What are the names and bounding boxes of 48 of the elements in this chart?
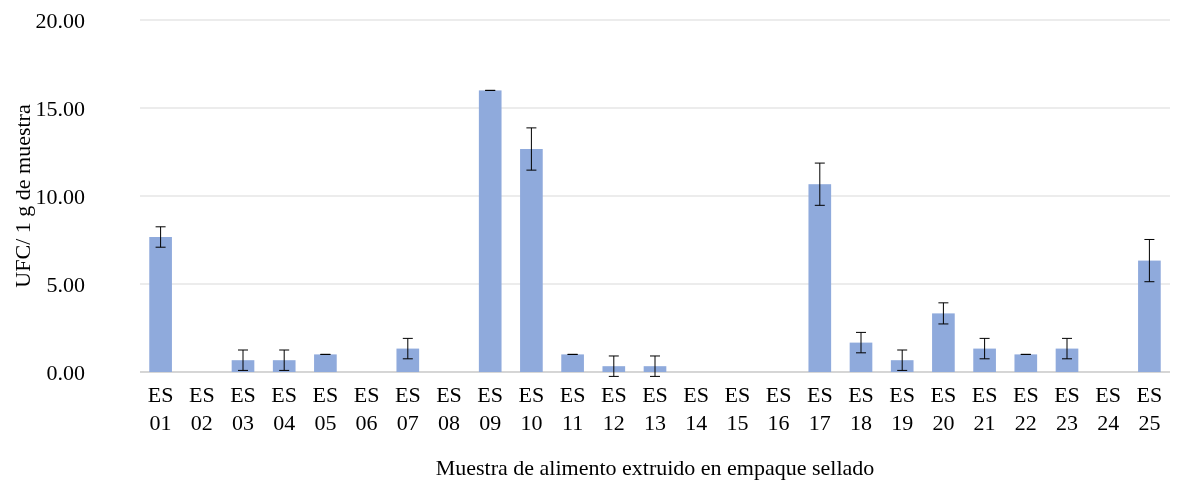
bar [478, 90, 502, 372]
x-tick-label: ES 08 [436, 382, 462, 435]
x-tick-label: ES 18 [848, 382, 874, 435]
bar [1055, 348, 1079, 372]
bar [890, 360, 914, 372]
bar [1014, 354, 1038, 372]
x-tick-label: ES 20 [930, 382, 957, 435]
x-tick-label: ES 17 [806, 382, 833, 435]
bar [561, 354, 584, 372]
x-tick-label: ES 23 [1054, 382, 1080, 435]
x-axis-title: Muestra de alimento extruido en empaque sellado [435, 455, 875, 480]
y-tick-label: 10.00 [35, 183, 85, 209]
x-tick-label: ES 24 [1095, 382, 1122, 435]
x-tick-label: ES 15 [724, 382, 751, 435]
bar [808, 184, 832, 372]
bar [396, 348, 420, 372]
x-tick-label: ES 10 [518, 382, 545, 435]
bar [932, 313, 955, 372]
x-tick-label: ES 14 [683, 382, 710, 435]
x-tick-label: ES 04 [271, 382, 298, 435]
x-tick-label: ES 21 [971, 382, 998, 435]
x-tick-label: ES 06 [353, 382, 380, 435]
bar [149, 237, 172, 372]
x-tick-label: ES 11 [559, 382, 586, 435]
x-tick-label: ES 03 [230, 382, 256, 435]
x-tick-label: ES 16 [765, 382, 792, 435]
bar [849, 342, 873, 372]
y-tick-label: 0.00 [46, 359, 85, 385]
x-tick-label: ES 13 [642, 382, 668, 435]
bar [602, 366, 626, 372]
bar [520, 149, 543, 372]
x-tick-label: ES 19 [889, 382, 916, 435]
bar [1138, 260, 1161, 372]
x-tick-label: ES 12 [600, 382, 627, 435]
bar [314, 354, 337, 372]
bar [272, 360, 296, 372]
y-tick-label: 15.00 [35, 95, 85, 121]
y-tick-label: 5.00 [46, 271, 85, 297]
x-tick-label: ES 07 [394, 382, 421, 435]
x-tick-label: ES 02 [188, 382, 215, 435]
x-tick-label: ES 25 [1136, 382, 1163, 435]
x-tick-label: ES 09 [477, 382, 504, 435]
x-tick-label: ES 05 [312, 382, 339, 435]
x-tick-label: ES 22 [1012, 382, 1039, 435]
y-axis-title: UFC/ 1 g de muestra [10, 104, 35, 288]
x-tick-label: ES 01 [147, 382, 174, 435]
bar [973, 348, 996, 372]
y-tick-label: 20.00 [35, 7, 85, 33]
